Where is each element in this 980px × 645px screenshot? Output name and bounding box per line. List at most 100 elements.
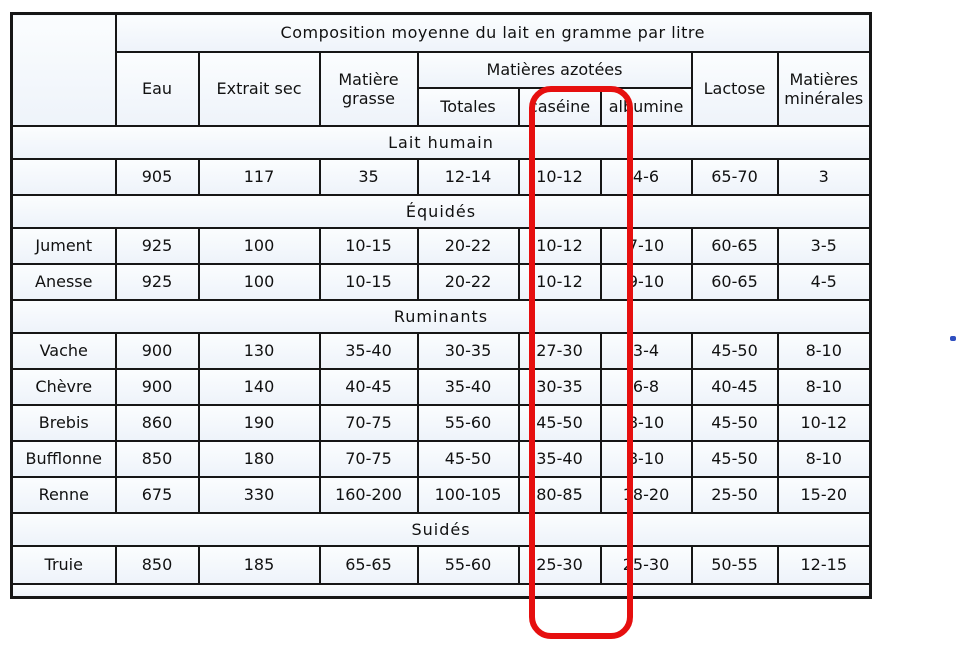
table-row: Renne 675 330 160-200 100-105 80-85 18-20 25-50…: [10, 475, 872, 514]
value-cell: 10-12: [517, 157, 602, 196]
table-row: Brebis 860 190 70-75 55-60 45-50 8-10 45-50 10-1…: [10, 403, 872, 442]
value-cell: 8-10: [599, 403, 693, 442]
partial-section-bar: [10, 582, 872, 599]
value-cell: 8-10: [776, 331, 872, 370]
value-cell: 70-75: [318, 439, 419, 478]
value-cell: 185: [197, 544, 321, 585]
section-label: Équidés: [10, 193, 872, 229]
milk-composition-table: Composition moyenne du lait en gramme pa…: [10, 12, 872, 599]
value-cell: 65-70: [690, 157, 779, 196]
row-label: Chèvre: [10, 367, 117, 406]
value-cell: 25-50: [690, 475, 779, 514]
value-cell: 10-15: [318, 226, 419, 265]
col-header-lactose: Lactose: [690, 50, 779, 127]
section-label: Ruminants: [10, 298, 872, 334]
table-row: Anesse 925 100 10-15 20-22 10-12 9-10 60-65 4-5: [10, 262, 872, 301]
table-row: 905 117 35 12-14 10-12 4-6 65-70 3: [10, 157, 872, 196]
section-row: Lait humain: [10, 124, 872, 160]
value-cell: 50-55: [690, 544, 779, 585]
row-label: Truie: [10, 544, 117, 585]
value-cell: 8-10: [776, 439, 872, 478]
col-header-totales: Totales: [416, 86, 520, 127]
col-header-extrait-sec: Extrait sec: [197, 50, 321, 127]
section-label: Suidés: [10, 511, 872, 547]
value-cell: 35-40: [318, 331, 419, 370]
value-cell: 100: [197, 262, 321, 301]
value-cell: 4-6: [599, 157, 693, 196]
value-cell: 925: [114, 262, 200, 301]
value-cell: 30-35: [517, 367, 602, 406]
value-cell: 180: [197, 439, 321, 478]
value-cell: 900: [114, 367, 200, 406]
section-label: Lait humain: [10, 124, 872, 160]
value-cell: 4-5: [776, 262, 872, 301]
value-cell: 905: [114, 157, 200, 196]
value-cell: 190: [197, 403, 321, 442]
corner-cell: [10, 12, 117, 127]
value-cell: 18-20: [599, 475, 693, 514]
value-cell: 117: [197, 157, 321, 196]
value-cell: 130: [197, 331, 321, 370]
value-cell: 850: [114, 544, 200, 585]
value-cell: 70-75: [318, 403, 419, 442]
table-row: Bufflonne 850 180 70-75 45-50 35-40 8-10 45-50 8…: [10, 439, 872, 478]
row-label: Anesse: [10, 262, 117, 301]
value-cell: 10-12: [776, 403, 872, 442]
value-cell: 8-10: [599, 439, 693, 478]
row-label: Bufflonne: [10, 439, 117, 478]
value-cell: 35-40: [517, 439, 602, 478]
table-body: Lait humain 905 117 35 12-14 10-12 4-6 65-70 3 Éq…: [10, 124, 872, 599]
section-row: Équidés: [10, 193, 872, 229]
col-header-caseine: caséine: [517, 86, 602, 127]
value-cell: 10-15: [318, 262, 419, 301]
value-cell: 45-50: [416, 439, 520, 478]
table-header: Composition moyenne du lait en gramme pa…: [10, 12, 872, 127]
value-cell: 20-22: [416, 226, 520, 265]
table-row: Truie 850 185 65-65 55-60 25-30 25-30 50-55 12-1…: [10, 544, 872, 585]
value-cell: 7-10: [599, 226, 693, 265]
row-label: Brebis: [10, 403, 117, 442]
value-cell: 35-40: [416, 367, 520, 406]
value-cell: 55-60: [416, 544, 520, 585]
row-label: Vache: [10, 331, 117, 370]
value-cell: 100-105: [416, 475, 520, 514]
value-cell: 20-22: [416, 262, 520, 301]
value-cell: 8-10: [776, 367, 872, 406]
table-title: Composition moyenne du lait en gramme pa…: [114, 12, 872, 53]
value-cell: 10-12: [517, 226, 602, 265]
col-header-albumine: albumine: [599, 86, 693, 127]
value-cell: 330: [197, 475, 321, 514]
value-cell: 3: [776, 157, 872, 196]
col-header-eau: Eau: [114, 50, 200, 127]
value-cell: 925: [114, 226, 200, 265]
value-cell: 40-45: [318, 367, 419, 406]
value-cell: 27-30: [517, 331, 602, 370]
value-cell: 45-50: [690, 439, 779, 478]
table-row: Jument 925 100 10-15 20-22 10-12 7-10 60-65 3-5: [10, 226, 872, 265]
col-header-matieres-azotees: Matières azotées: [416, 50, 693, 89]
value-cell: 12-15: [776, 544, 872, 585]
row-label: [10, 157, 117, 196]
value-cell: 860: [114, 403, 200, 442]
col-header-matiere-grasse: Matière grasse: [318, 50, 419, 127]
value-cell: 12-14: [416, 157, 520, 196]
table-row: Vache 900 130 35-40 30-35 27-30 3-4 45-50 8-10: [10, 331, 872, 370]
value-cell: 100: [197, 226, 321, 265]
value-cell: 850: [114, 439, 200, 478]
value-cell: 30-35: [416, 331, 520, 370]
value-cell: 10-12: [517, 262, 602, 301]
value-cell: 9-10: [599, 262, 693, 301]
value-cell: 45-50: [517, 403, 602, 442]
section-row: Suidés: [10, 511, 872, 547]
value-cell: 25-30: [599, 544, 693, 585]
value-cell: 55-60: [416, 403, 520, 442]
col-header-matieres-minerales: Matières minérales: [776, 50, 872, 127]
value-cell: 160-200: [318, 475, 419, 514]
value-cell: 15-20: [776, 475, 872, 514]
value-cell: 40-45: [690, 367, 779, 406]
value-cell: 3-4: [599, 331, 693, 370]
value-cell: 80-85: [517, 475, 602, 514]
value-cell: 45-50: [690, 331, 779, 370]
partial-section-row: [10, 582, 872, 599]
